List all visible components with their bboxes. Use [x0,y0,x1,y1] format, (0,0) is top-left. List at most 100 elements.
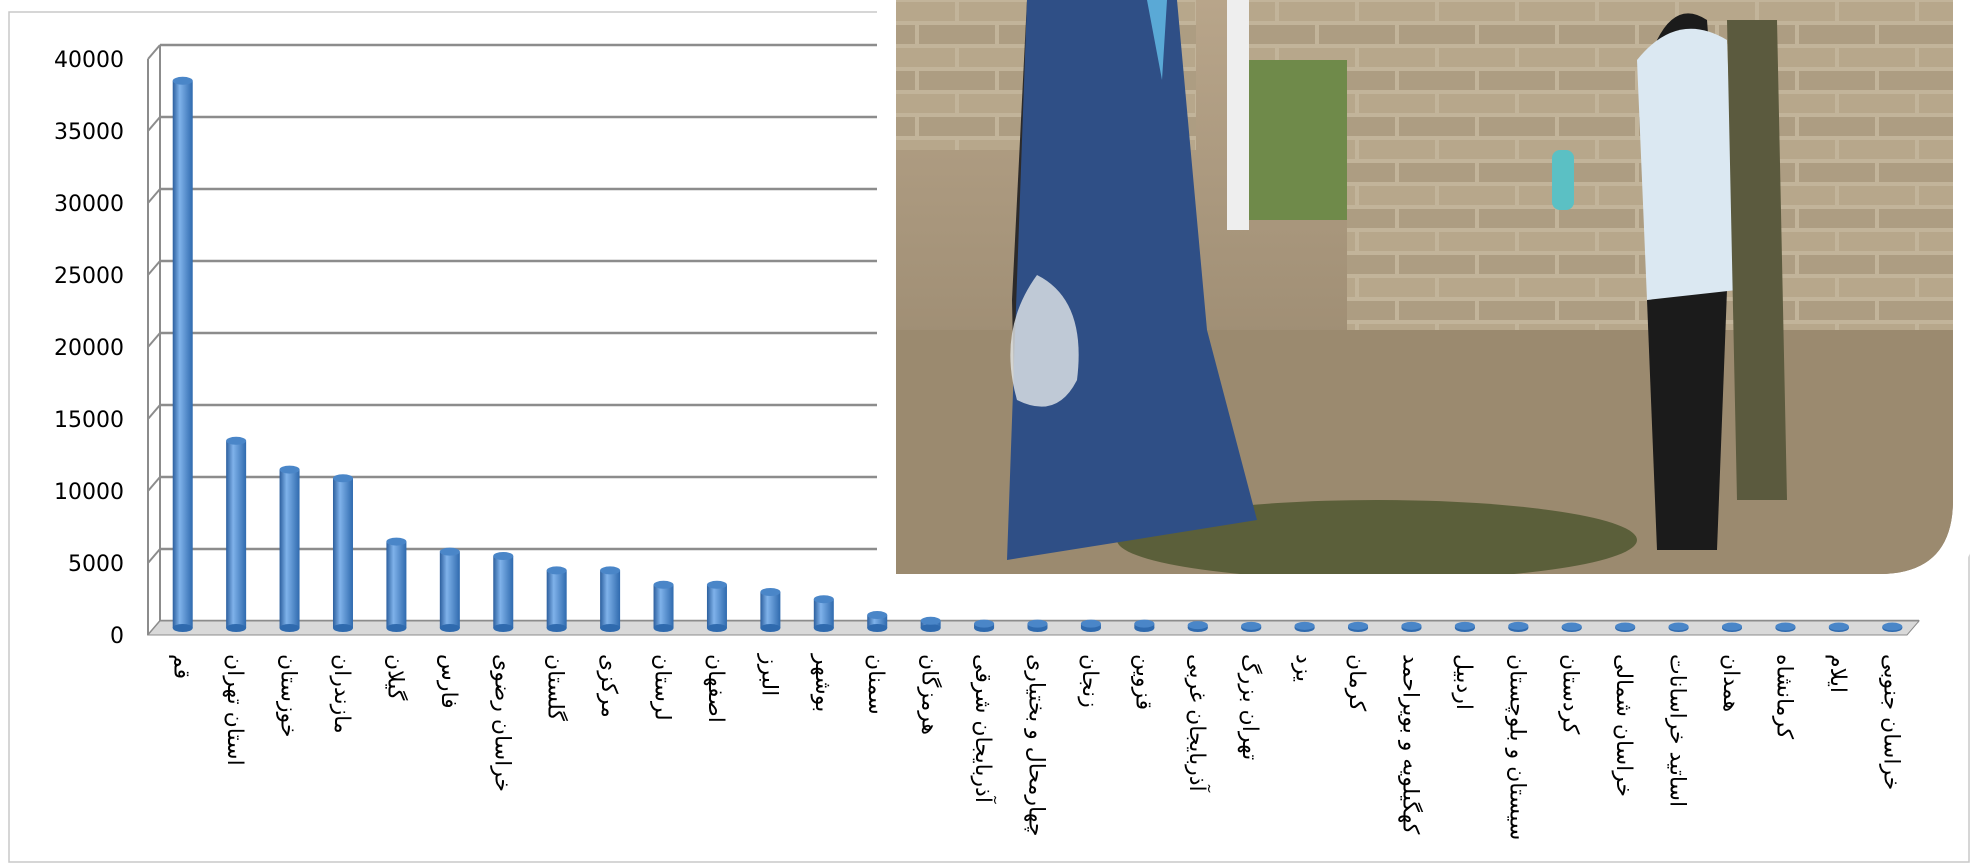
bar-group [1668,622,1689,632]
bar-bottom [813,624,834,632]
bar-group [1828,622,1849,632]
bar [439,551,460,628]
x-tick-label: استان تهران [222,654,247,766]
bar [493,556,514,628]
y-tick-label: 30000 [54,192,124,217]
x-tick-label: مازندران [329,654,354,734]
x-tick-label: همدان [1718,654,1743,712]
bar [279,469,300,628]
bar [813,599,834,628]
bar-group [1027,619,1048,632]
y-tick-label: 15000 [54,408,124,433]
bar-group [279,465,300,632]
x-tick-label: خراسان شمالی [1611,654,1636,797]
bar-group [1401,621,1422,632]
x-tick-label: مرکزی [596,654,621,718]
bar-group [1722,622,1743,632]
x-tick-label: اردبیل [1451,654,1476,710]
y-tick-label: 25000 [54,264,124,289]
bar-top [1454,621,1475,630]
bar-bottom [706,624,727,632]
bar-group [974,619,995,632]
bar-bottom [546,624,567,632]
x-tick-label: گلستان [543,654,569,721]
bar-top [1401,621,1422,630]
bar-top [1027,619,1048,628]
x-tick-label: اساتید خراسانات [1665,654,1690,807]
bar-group [706,580,727,632]
bar-group [1187,621,1208,632]
grid-line [147,260,161,276]
bar [600,570,621,628]
x-tick-label: کرمان [1344,654,1369,712]
bar-group [920,616,941,632]
x-tick-label: سیستان و بلوچستان [1504,654,1529,840]
bar [386,541,407,628]
bar-top [386,537,407,546]
bar-top [1775,622,1796,631]
bar-top [600,566,621,575]
bar [706,584,727,628]
bar-top [653,580,674,589]
photo-image [896,0,1953,574]
bar-bottom [600,624,621,632]
bar-group [332,474,353,632]
bar-top [1668,622,1689,631]
bar-top [439,547,460,556]
bar-top [706,580,727,589]
x-tick-label: خوزستان [276,654,301,738]
bar-bottom [386,624,407,632]
bar-bottom [760,624,781,632]
x-tick-label: کردستان [1558,654,1583,735]
x-tick-label: تهران بزرگ [1237,654,1263,760]
bar-top [1348,621,1369,630]
bar-bottom [653,624,674,632]
bar-top [1561,622,1582,631]
bar-group [386,537,407,632]
bar-group [226,436,247,632]
y-tick-label: 35000 [54,120,124,145]
bar-top [867,611,888,620]
x-tick-label: گیلان [382,654,408,701]
grid-line [147,548,161,564]
bar-top [493,552,514,560]
bar-bottom [867,624,888,632]
bar-group [813,595,834,632]
bar-group [1882,622,1903,632]
bar-group [1080,619,1101,632]
bar-group [1775,622,1796,632]
x-tick-label: فارس [436,654,461,709]
grid-line [147,116,161,132]
bar-top [1882,622,1903,631]
bar-top [172,76,193,85]
bar-top [1294,621,1315,630]
bar [760,592,781,628]
x-tick-label: آذربایجان شرقی [970,654,997,804]
bar [172,80,193,629]
x-tick-label: ایلام [1825,654,1850,693]
y-tick-label: 20000 [54,336,124,361]
grid-line [147,44,161,60]
bar-bottom [279,624,300,632]
bar-group [600,566,621,632]
y-tick-label: 0 [110,624,124,649]
bar-group [653,580,674,632]
y-tick-label: 10000 [54,480,124,505]
x-tick-label: البرز [756,653,781,696]
bar-top [813,595,834,604]
x-tick-label: آذربایجان غربی [1184,654,1211,793]
x-tick-label: سمنان [863,654,888,715]
x-tick-label: یزد [1291,654,1316,682]
grid-line [147,188,161,204]
bar-top [1241,621,1262,630]
bar-top [1508,621,1529,630]
bar [546,570,567,628]
x-tick-label: خراسان رضوی [489,654,514,792]
bar [653,584,674,628]
x-tick-label: قزوین [1130,654,1155,710]
bar-bottom [172,624,193,632]
bar-top [1722,622,1743,631]
bar-group [1508,621,1529,632]
x-tick-label: اصفهان [703,654,728,723]
